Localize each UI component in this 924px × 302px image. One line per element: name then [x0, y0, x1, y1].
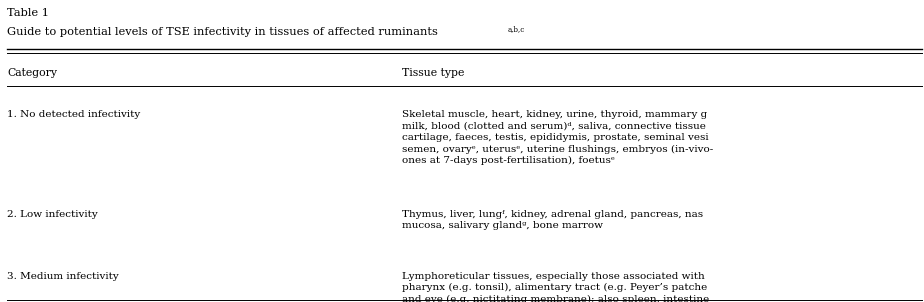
Text: 1. No detected infectivity: 1. No detected infectivity	[7, 110, 140, 119]
Text: Lymphoreticular tissues, especially those associated with
pharynx (e.g. tonsil),: Lymphoreticular tissues, especially thos…	[402, 272, 710, 302]
Text: Table 1: Table 1	[7, 8, 49, 18]
Text: Tissue type: Tissue type	[402, 68, 465, 78]
Text: a,b,c: a,b,c	[508, 25, 525, 33]
Text: 2. Low infectivity: 2. Low infectivity	[7, 210, 98, 219]
Text: Thymus, liver, lungᶠ, kidney, adrenal gland, pancreas, nas
mucosa, salivary glan: Thymus, liver, lungᶠ, kidney, adrenal gl…	[402, 210, 703, 230]
Text: 3. Medium infectivity: 3. Medium infectivity	[7, 272, 119, 281]
Text: Skeletal muscle, heart, kidney, urine, thyroid, mammary g
milk, blood (clotted a: Skeletal muscle, heart, kidney, urine, t…	[402, 110, 713, 165]
Text: Guide to potential levels of TSE infectivity in tissues of affected ruminants: Guide to potential levels of TSE infecti…	[7, 27, 438, 37]
Text: Category: Category	[7, 68, 57, 78]
